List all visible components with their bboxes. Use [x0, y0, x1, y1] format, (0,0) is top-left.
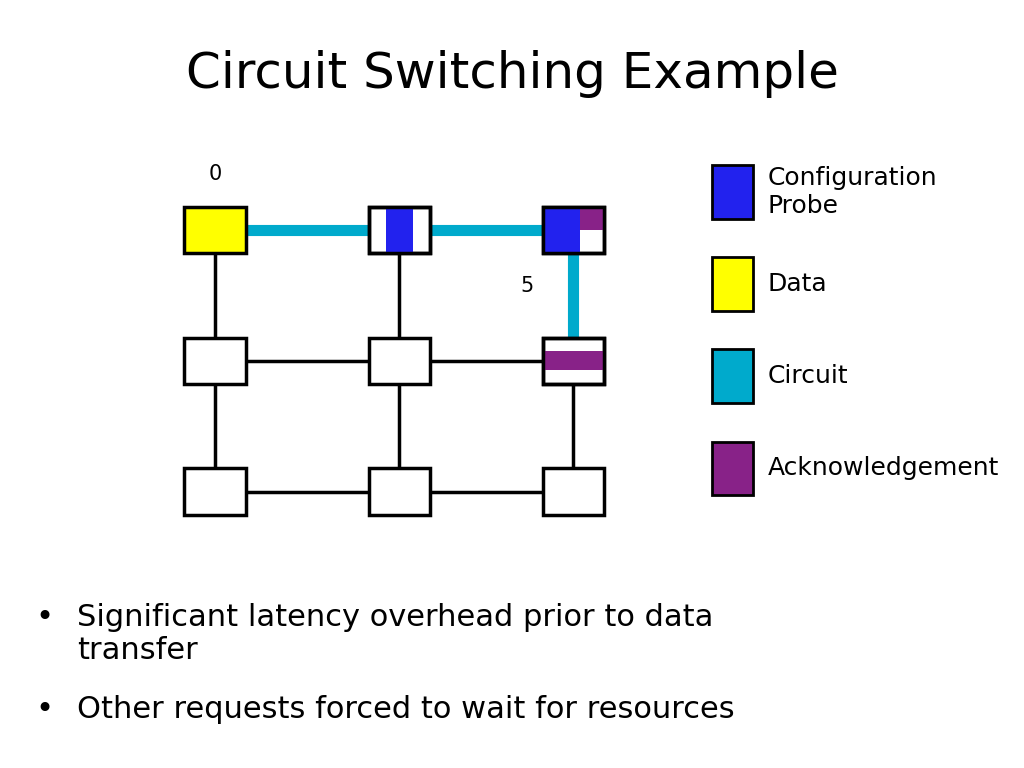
- Bar: [712, 442, 753, 495]
- Bar: [184, 468, 246, 515]
- Text: Data: Data: [768, 272, 827, 296]
- Bar: [369, 468, 430, 515]
- Text: •: •: [36, 695, 54, 724]
- Text: Circuit: Circuit: [768, 364, 849, 389]
- Bar: [712, 165, 753, 219]
- Bar: [369, 338, 430, 384]
- Text: 0: 0: [209, 164, 221, 184]
- Bar: [543, 338, 604, 384]
- Bar: [543, 351, 604, 370]
- Text: 5: 5: [521, 276, 534, 296]
- Bar: [543, 207, 604, 253]
- Bar: [184, 207, 246, 253]
- Bar: [543, 338, 604, 384]
- Text: Acknowledgement: Acknowledgement: [768, 456, 999, 481]
- Bar: [543, 207, 580, 253]
- Bar: [369, 207, 430, 253]
- Bar: [712, 349, 753, 403]
- Text: Circuit Switching Example: Circuit Switching Example: [185, 50, 839, 98]
- Bar: [184, 338, 246, 384]
- Bar: [386, 207, 413, 253]
- Text: Other requests forced to wait for resources: Other requests forced to wait for resour…: [77, 695, 734, 724]
- Bar: [580, 207, 604, 230]
- Bar: [543, 207, 604, 253]
- Text: Configuration
Probe: Configuration Probe: [768, 166, 938, 218]
- Bar: [712, 257, 753, 311]
- Bar: [543, 468, 604, 515]
- Bar: [369, 207, 430, 253]
- Text: •: •: [36, 603, 54, 632]
- Text: Significant latency overhead prior to data
transfer: Significant latency overhead prior to da…: [77, 603, 713, 666]
